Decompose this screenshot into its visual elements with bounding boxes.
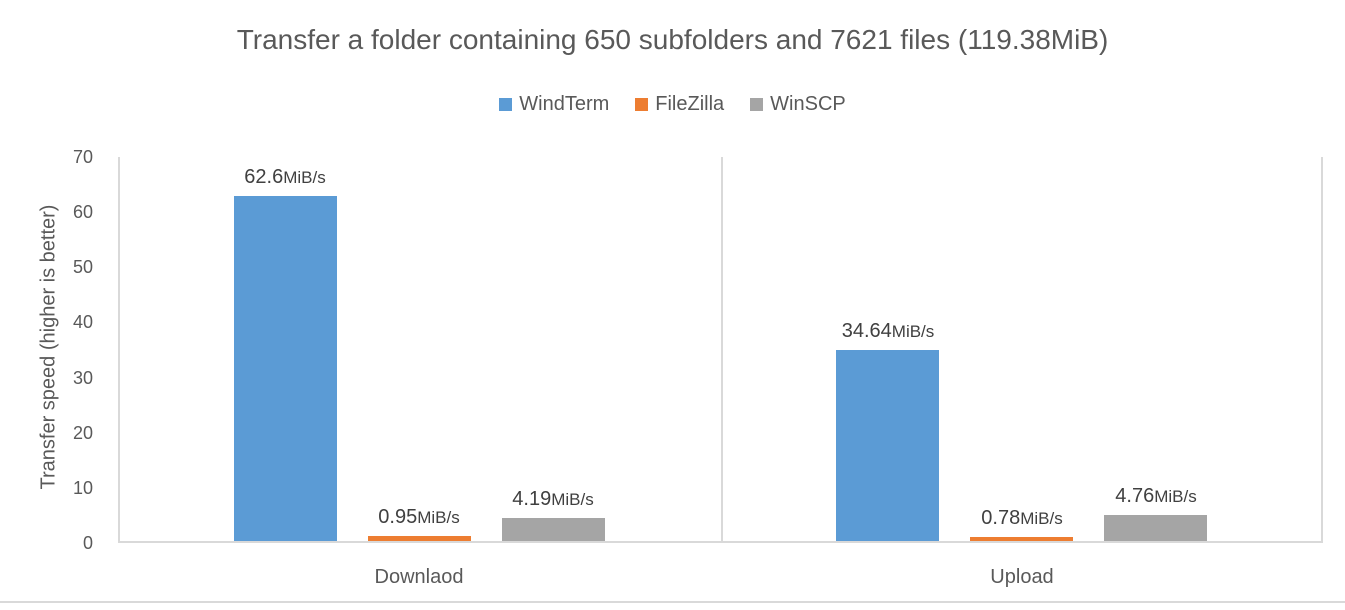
plot-left-border	[118, 157, 120, 541]
x-category-label-downlaod: Downlaod	[374, 566, 464, 588]
plot-area: 62.6MiB/s 0.95MiB/s 4.19MiB/s 34.64MiB/s 0.7…	[118, 157, 1323, 543]
legend-item-winscp: WinSCP	[750, 93, 846, 116]
legend-swatch-winscp	[750, 98, 764, 111]
bar-winscp-upload	[1104, 515, 1207, 541]
bar-winscp-downlaod	[502, 518, 605, 541]
category-divider-line	[721, 157, 723, 541]
data-label-filezilla-upload: 0.78MiB/s	[981, 507, 1063, 529]
chart-title: Transfer a folder containing 650 subfold…	[236, 24, 1109, 55]
chart-bottom-border	[0, 601, 1345, 603]
data-label-filezilla-downlaod: 0.95MiB/s	[378, 506, 460, 528]
legend-swatch-windterm	[499, 98, 513, 111]
legend-item-filezilla: FileZilla	[635, 93, 724, 116]
data-label-windterm-downlaod: 62.6MiB/s	[244, 166, 326, 188]
y-tick-0: 0	[82, 533, 93, 553]
data-label-windterm-upload: 34.64MiB/s	[841, 320, 935, 342]
legend-label-filezilla: FileZilla	[655, 93, 725, 115]
y-tick-30: 30	[72, 367, 93, 388]
y-axis-title: Transfer speed (higher is better)	[37, 204, 60, 490]
legend-label-windterm: WindTerm	[519, 93, 610, 115]
legend-label-winscp: WinSCP	[770, 93, 846, 115]
bar-filezilla-upload	[970, 537, 1073, 541]
chart-legend: WindTerm FileZilla WinSCP	[0, 93, 1345, 116]
x-category-label-upload: Upload	[990, 566, 1054, 588]
data-label-winscp-upload: 4.76MiB/s	[1115, 485, 1197, 507]
y-tick-50: 50	[72, 257, 93, 278]
legend-item-windterm: WindTerm	[499, 93, 609, 116]
y-tick-10: 10	[72, 477, 93, 498]
y-tick-60: 60	[72, 202, 93, 223]
y-tick-20: 20	[72, 422, 93, 443]
legend-swatch-filezilla	[635, 98, 649, 111]
plot-right-border	[1321, 157, 1323, 541]
y-tick-70: 70	[72, 147, 93, 167]
data-label-winscp-downlaod: 4.19MiB/s	[512, 488, 594, 510]
bar-windterm-downlaod	[234, 196, 337, 541]
y-tick-40: 40	[72, 312, 93, 333]
bar-windterm-upload	[836, 350, 939, 541]
bar-filezilla-downlaod	[368, 536, 471, 541]
